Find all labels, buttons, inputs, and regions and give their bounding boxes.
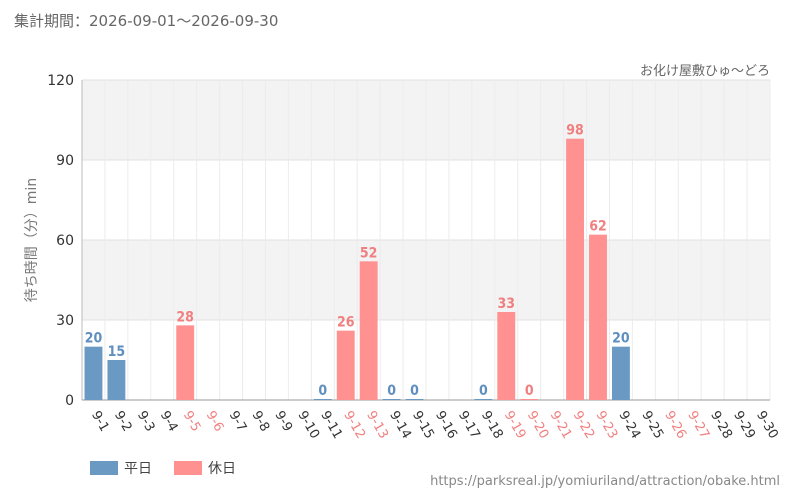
y-tick-label: 60: [56, 233, 74, 249]
data-label-9-13: 52: [360, 245, 378, 261]
y-axis-label: 待ち時間（分）min: [24, 178, 40, 302]
bar-9-5: [176, 325, 195, 400]
legend-item-weekday: 平日: [90, 458, 152, 478]
x-tick-label-9-14: 9-14: [386, 409, 414, 442]
y-tick-label: 120: [47, 73, 74, 89]
legend-swatch-weekday: [90, 461, 118, 475]
x-tick-label-9-1: 9-1: [88, 409, 112, 435]
data-label-9-22: 98: [566, 123, 584, 139]
x-tick-label-9-9: 9-9: [271, 409, 295, 435]
bar-9-23: [589, 234, 607, 400]
attraction-name: お化け屋敷ひゅ〜どろ: [639, 64, 770, 79]
bar-9-20: [520, 399, 539, 400]
x-tick-label-9-17: 9-17: [455, 409, 483, 442]
bar-9-11: [313, 399, 332, 400]
bar-9-19: [497, 312, 516, 400]
x-tick-label-9-24: 9-24: [615, 409, 643, 442]
chart-legend: 平日 休日: [90, 458, 236, 478]
data-label-9-11: 0: [318, 383, 327, 399]
data-label-9-2: 15: [108, 344, 126, 360]
data-label-9-12: 26: [337, 315, 355, 331]
x-tick-label-9-30: 9-30: [753, 409, 781, 442]
y-tick-label: 0: [65, 393, 74, 409]
x-tick-label-9-18: 9-18: [478, 409, 506, 442]
source-url: https://parksreal.jp/yomiuriland/attract…: [430, 474, 780, 489]
x-tick-label-9-19: 9-19: [501, 409, 529, 442]
data-label-9-14: 0: [387, 383, 396, 399]
x-tick-label-9-20: 9-20: [524, 409, 552, 442]
data-label-9-23: 62: [589, 219, 607, 235]
legend-label-holiday: 休日: [208, 461, 236, 477]
bar-9-13: [359, 261, 378, 400]
x-tick-label-9-22: 9-22: [570, 409, 598, 442]
x-tick-label-9-8: 9-8: [249, 409, 273, 435]
legend-item-holiday: 休日: [174, 458, 236, 478]
x-tick-label-9-13: 9-13: [363, 409, 391, 442]
x-tick-label-9-26: 9-26: [661, 409, 689, 442]
x-tick-label-9-28: 9-28: [707, 409, 735, 442]
x-tick-label-9-3: 9-3: [134, 409, 158, 435]
period-label: 集計期間：2026-09-01～2026-09-30: [14, 10, 278, 31]
data-label-9-18: 0: [479, 383, 488, 399]
x-tick-label-9-7: 9-7: [226, 409, 250, 435]
x-tick-label-9-16: 9-16: [432, 409, 460, 442]
x-tick-label-9-15: 9-15: [409, 409, 437, 442]
bar-9-22: [566, 138, 585, 400]
x-tick-label-9-5: 9-5: [180, 409, 204, 435]
data-label-9-24: 20: [612, 331, 630, 347]
bar-9-14: [382, 399, 401, 400]
x-tick-label-9-2: 9-2: [111, 409, 135, 435]
x-tick-label-9-12: 9-12: [340, 409, 368, 442]
bar-9-24: [611, 346, 630, 400]
x-tick-label-9-23: 9-23: [593, 409, 621, 442]
bar-9-12: [336, 330, 355, 400]
x-tick-label-9-21: 9-21: [547, 409, 575, 442]
x-tick-label-9-4: 9-4: [157, 409, 181, 435]
bar-9-18: [474, 399, 493, 400]
x-tick-label-9-25: 9-25: [638, 409, 666, 442]
y-tick-label: 30: [56, 313, 74, 329]
data-label-9-20: 0: [525, 383, 534, 399]
x-tick-label-9-27: 9-27: [684, 409, 712, 442]
legend-swatch-holiday: [174, 461, 202, 475]
x-tick-label-9-29: 9-29: [730, 409, 758, 442]
data-label-9-5: 28: [176, 309, 194, 325]
bar-9-2: [107, 360, 126, 400]
x-tick-label-9-6: 9-6: [203, 409, 227, 435]
period-prefix: 集計期間：: [14, 12, 90, 30]
data-label-9-19: 33: [498, 296, 516, 312]
bar-9-15: [405, 399, 424, 400]
data-label-9-1: 20: [85, 331, 103, 347]
legend-label-weekday: 平日: [124, 461, 152, 477]
x-tick-label-9-11: 9-11: [317, 409, 345, 442]
data-label-9-15: 0: [410, 383, 419, 399]
period-range: 2026-09-01～2026-09-30: [89, 12, 279, 30]
bar-9-1: [84, 346, 103, 400]
y-tick-label: 90: [56, 153, 74, 169]
x-tick-label-9-10: 9-10: [294, 409, 322, 442]
